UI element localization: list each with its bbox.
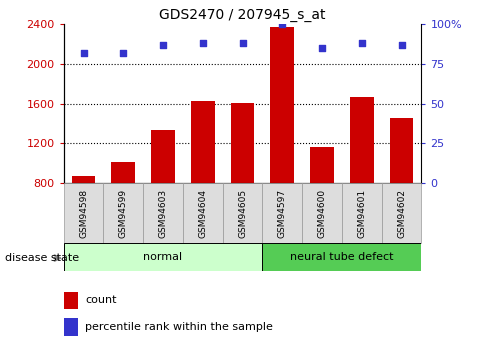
Point [80, 50, 88, 56]
FancyBboxPatch shape [382, 183, 421, 243]
Title: GDS2470 / 207945_s_at: GDS2470 / 207945_s_at [159, 8, 326, 22]
Text: GSM94598: GSM94598 [79, 188, 88, 238]
Bar [64, 243, 263, 271]
Point [358, 40, 366, 46]
Text: count: count [85, 296, 117, 305]
Bar [72, 176, 96, 183]
Bar [64, 318, 78, 336]
Bar [263, 243, 421, 271]
Bar [111, 162, 135, 183]
Text: GSM94597: GSM94597 [278, 188, 287, 238]
Bar [310, 147, 334, 183]
Text: GSM94602: GSM94602 [397, 188, 406, 238]
Bar [270, 27, 294, 183]
Bar [151, 130, 175, 183]
Text: GSM94600: GSM94600 [318, 188, 326, 238]
Text: GSM94605: GSM94605 [238, 188, 247, 238]
Text: GSM94603: GSM94603 [159, 188, 168, 238]
Text: neural tube defect: neural tube defect [290, 252, 393, 262]
Text: normal: normal [144, 252, 183, 262]
Text: percentile rank within the sample: percentile rank within the sample [85, 322, 273, 332]
Bar [231, 102, 254, 183]
Text: GSM94601: GSM94601 [357, 188, 367, 238]
Point [318, 45, 326, 51]
Bar [191, 100, 215, 183]
Point [239, 40, 246, 46]
FancyBboxPatch shape [263, 183, 302, 243]
Text: GSM94604: GSM94604 [198, 188, 207, 238]
Point [278, 21, 286, 27]
FancyBboxPatch shape [342, 183, 382, 243]
FancyBboxPatch shape [143, 183, 183, 243]
Text: disease state: disease state [5, 253, 79, 263]
Bar [350, 97, 374, 183]
Point [397, 42, 405, 48]
Point [159, 42, 167, 48]
Text: GSM94599: GSM94599 [119, 188, 128, 238]
FancyBboxPatch shape [302, 183, 342, 243]
Bar [64, 292, 78, 309]
FancyBboxPatch shape [64, 183, 103, 243]
Bar [390, 118, 414, 183]
Point [120, 50, 127, 56]
FancyBboxPatch shape [103, 183, 143, 243]
FancyBboxPatch shape [183, 183, 222, 243]
FancyBboxPatch shape [222, 183, 263, 243]
Point [199, 40, 207, 46]
